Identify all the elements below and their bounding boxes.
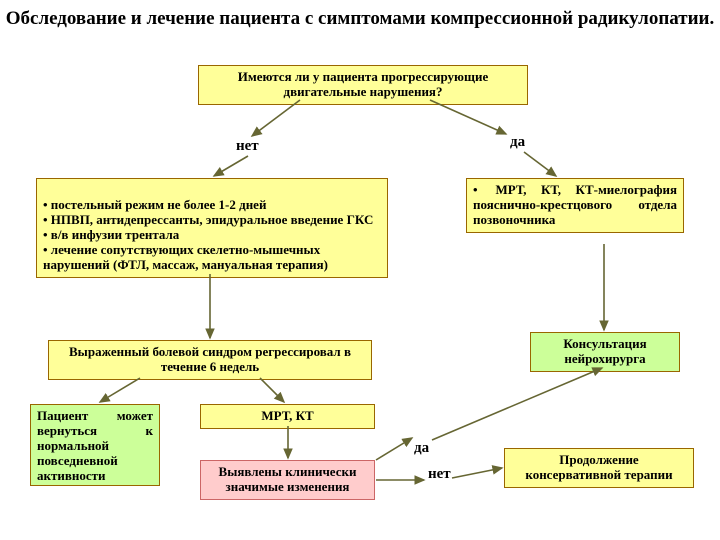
conservative-text: Продолжение консервативной терапии: [525, 452, 672, 482]
box-treatment: • постельный режим не более 1-2 дней • Н…: [36, 178, 388, 278]
mri-text: МРТ, КТ: [261, 408, 313, 423]
clinical-text: Выявлены клинически значимые изменения: [219, 464, 357, 494]
label-yes-1: да: [510, 134, 525, 151]
box-imaging: • МРТ, КТ, КТ-миелография пояснично-крес…: [466, 178, 684, 233]
treatment-text: • постельный режим не более 1-2 дней • Н…: [43, 197, 373, 272]
label-yes-2: да: [414, 440, 429, 457]
box-conservative: Продолжение консервативной терапии: [504, 448, 694, 488]
box-recover: Пациент может вернуться к нормальной пов…: [30, 404, 160, 486]
page-title: Обследование и лечение пациента с симпто…: [0, 8, 720, 30]
box-mri: МРТ, КТ: [200, 404, 375, 429]
label-no-2: нет: [428, 466, 451, 483]
box-regress: Выраженный болевой синдром регрессировал…: [48, 340, 372, 380]
box-neurosurgeon: Консультация нейрохирурга: [530, 332, 680, 372]
regress-text: Выраженный болевой синдром регрессировал…: [69, 344, 351, 374]
question-text: Имеются ли у пациента прогрессирующие дв…: [238, 69, 488, 99]
box-clinical: Выявлены клинически значимые изменения: [200, 460, 375, 500]
imaging-text: МРТ, КТ, КТ-миелография пояснично-крестц…: [473, 182, 677, 227]
label-no-1: нет: [236, 138, 259, 155]
neurosurgeon-text: Консультация нейрохирурга: [563, 336, 646, 366]
box-question: Имеются ли у пациента прогрессирующие дв…: [198, 65, 528, 105]
recover-text: Пациент может вернуться к нормальной пов…: [37, 408, 153, 483]
